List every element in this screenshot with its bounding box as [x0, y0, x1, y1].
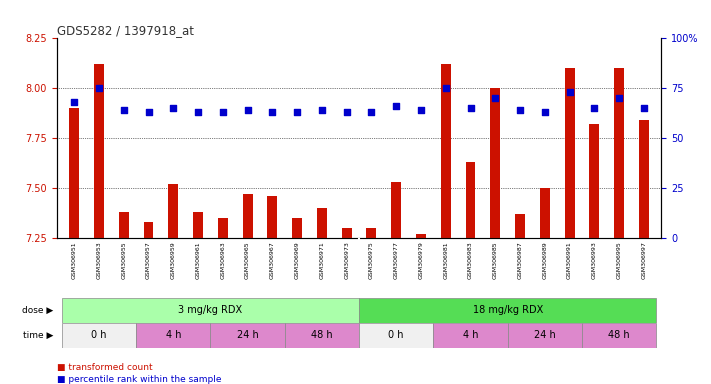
Point	[217, 109, 228, 115]
Bar	[169, 184, 178, 238]
Text: 18 mg/kg RDX: 18 mg/kg RDX	[473, 305, 542, 315]
Bar	[491, 88, 501, 238]
Bar	[540, 188, 550, 238]
Point	[614, 95, 625, 101]
Text: GSM306953: GSM306953	[97, 241, 102, 279]
Bar	[614, 68, 624, 238]
Bar	[565, 68, 574, 238]
Point	[564, 89, 575, 95]
Point	[490, 95, 501, 101]
Text: GSM306997: GSM306997	[641, 241, 646, 279]
Text: GSM306963: GSM306963	[220, 241, 225, 279]
Bar	[317, 208, 327, 238]
Bar	[582, 323, 656, 348]
Text: GSM306973: GSM306973	[344, 241, 349, 279]
Bar	[359, 298, 656, 323]
Point	[118, 107, 129, 113]
Bar	[119, 212, 129, 238]
Bar	[242, 194, 252, 238]
Bar	[416, 234, 426, 238]
Point	[68, 99, 80, 105]
Text: 4 h: 4 h	[166, 330, 181, 340]
Bar	[136, 323, 210, 348]
Point	[242, 107, 253, 113]
Point	[539, 109, 550, 115]
Bar	[441, 65, 451, 238]
Bar	[359, 323, 434, 348]
Bar	[218, 218, 228, 238]
Text: GSM306955: GSM306955	[122, 241, 127, 279]
Bar	[515, 214, 525, 238]
Text: time ▶: time ▶	[23, 331, 53, 339]
Bar	[589, 124, 599, 238]
Point	[267, 109, 278, 115]
Text: 24 h: 24 h	[237, 330, 259, 340]
Text: GSM306959: GSM306959	[171, 241, 176, 279]
Text: 0 h: 0 h	[388, 330, 404, 340]
Point	[365, 109, 377, 115]
Text: GSM306987: GSM306987	[518, 241, 523, 279]
Point	[292, 109, 303, 115]
Text: GSM306993: GSM306993	[592, 241, 597, 279]
Text: GSM306981: GSM306981	[443, 241, 448, 279]
Point	[341, 109, 353, 115]
Bar	[69, 108, 79, 238]
Text: 48 h: 48 h	[609, 330, 630, 340]
Text: 3 mg/kg RDX: 3 mg/kg RDX	[178, 305, 242, 315]
Text: GSM306967: GSM306967	[270, 241, 275, 279]
Bar	[62, 298, 359, 323]
Bar	[639, 120, 649, 238]
Bar	[466, 162, 476, 238]
Text: GSM306957: GSM306957	[146, 241, 151, 279]
Text: GSM306985: GSM306985	[493, 241, 498, 279]
Text: 4 h: 4 h	[463, 330, 479, 340]
Bar	[94, 65, 104, 238]
Bar	[508, 323, 582, 348]
Text: ■ transformed count: ■ transformed count	[57, 364, 152, 372]
Point	[514, 107, 525, 113]
Bar	[342, 228, 352, 238]
Point	[589, 105, 600, 111]
Bar	[292, 218, 302, 238]
Bar	[193, 212, 203, 238]
Bar	[391, 182, 401, 238]
Point	[193, 109, 204, 115]
Text: GSM306989: GSM306989	[542, 241, 547, 279]
Point	[143, 109, 154, 115]
Text: GSM306969: GSM306969	[294, 241, 299, 279]
Text: GSM306961: GSM306961	[196, 241, 201, 279]
Text: GSM306975: GSM306975	[369, 241, 374, 279]
Text: GSM306979: GSM306979	[419, 241, 424, 279]
Point	[638, 105, 650, 111]
Point	[93, 85, 105, 91]
Point	[390, 103, 402, 109]
Bar	[366, 228, 376, 238]
Point	[316, 107, 328, 113]
Text: GSM306983: GSM306983	[468, 241, 473, 279]
Bar	[210, 323, 284, 348]
Point	[168, 105, 179, 111]
Text: GSM306995: GSM306995	[616, 241, 621, 279]
Point	[465, 105, 476, 111]
Bar	[284, 323, 359, 348]
Point	[415, 107, 427, 113]
Bar	[434, 323, 508, 348]
Text: GSM306977: GSM306977	[394, 241, 399, 279]
Text: GSM306965: GSM306965	[245, 241, 250, 279]
Bar	[267, 196, 277, 238]
Bar	[144, 222, 154, 238]
Text: ■ percentile rank within the sample: ■ percentile rank within the sample	[57, 375, 221, 384]
Bar	[62, 323, 136, 348]
Text: GSM306951: GSM306951	[72, 241, 77, 279]
Text: 0 h: 0 h	[91, 330, 107, 340]
Text: 48 h: 48 h	[311, 330, 333, 340]
Text: GSM306971: GSM306971	[319, 241, 324, 279]
Text: dose ▶: dose ▶	[22, 306, 53, 314]
Text: GDS5282 / 1397918_at: GDS5282 / 1397918_at	[57, 24, 194, 37]
Text: 24 h: 24 h	[534, 330, 556, 340]
Text: GSM306991: GSM306991	[567, 241, 572, 279]
Point	[440, 85, 451, 91]
